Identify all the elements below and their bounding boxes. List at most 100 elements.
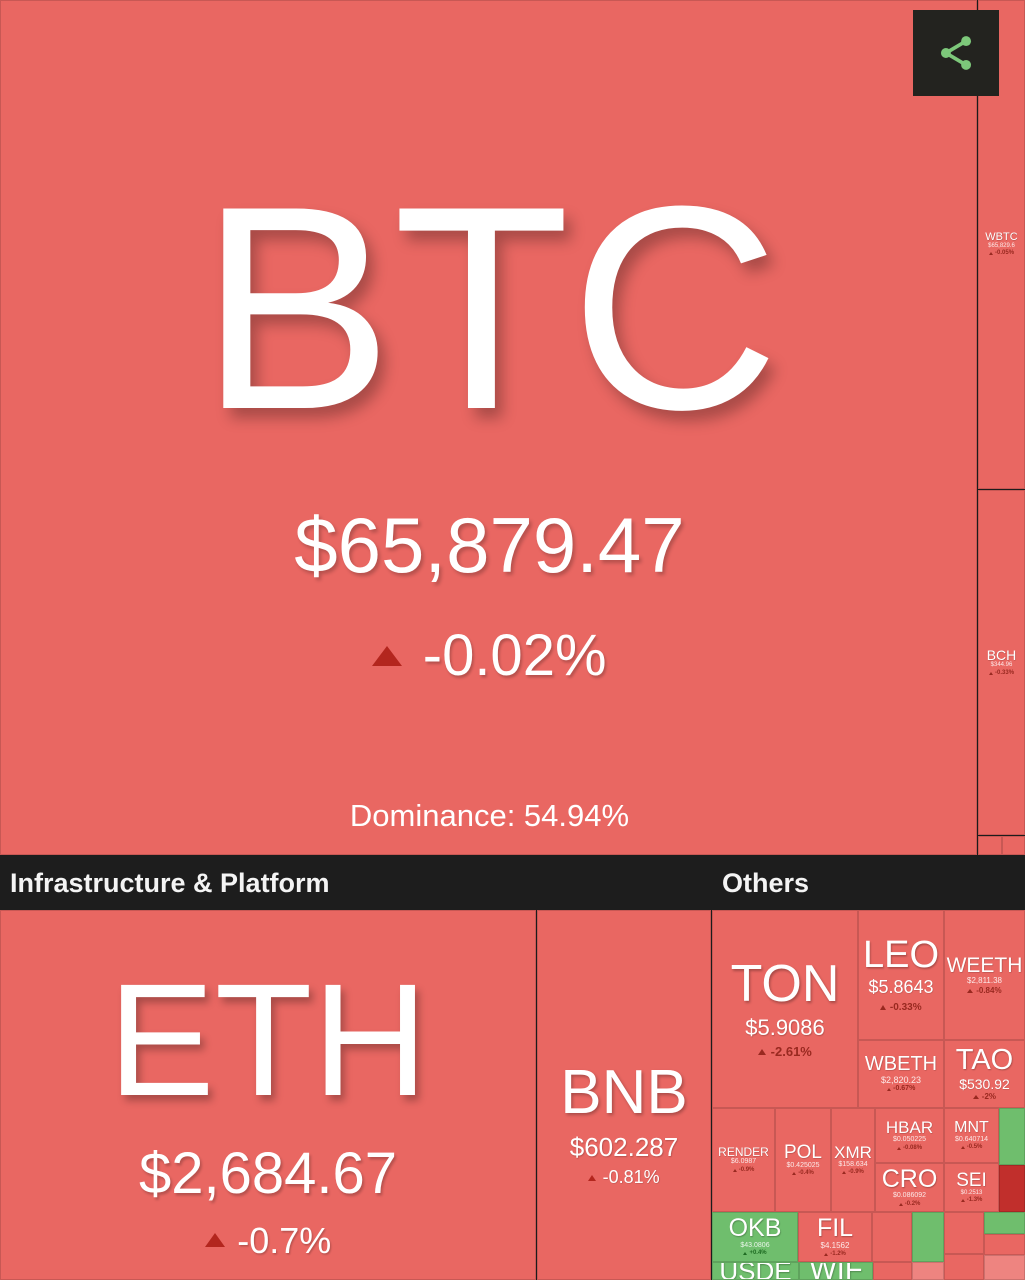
coin-symbol: WBETH: [864, 1053, 938, 1076]
coin-price: $158.634: [838, 1160, 868, 1168]
coin-symbol: ETH: [108, 950, 428, 1130]
coin-price: $602.287: [569, 1132, 679, 1163]
mosaic-tile[interactable]: [1002, 836, 1025, 855]
coin-change: -2.61%: [758, 1044, 812, 1060]
tile-render[interactable]: RENDER $6.0987 -0.9%: [712, 1108, 775, 1212]
coin-price: $2,811.38: [967, 976, 1002, 986]
coin-price: $0.2513: [960, 1190, 983, 1196]
coin-change: -0.5%: [960, 1144, 982, 1151]
coin-symbol: LEO: [862, 934, 940, 977]
coin-symbol: TON: [730, 954, 840, 1013]
coin-change: -0.33%: [880, 1002, 922, 1014]
coin-change: -2%: [972, 1092, 996, 1102]
coin-symbol: XMR: [834, 1142, 872, 1162]
coin-price: $0.086092: [892, 1192, 927, 1200]
coin-price: $43.0806: [740, 1241, 770, 1249]
coin-symbol: BCH: [986, 647, 1017, 664]
coin-change: -0.08%: [896, 1145, 922, 1152]
coin-price: $344.96: [990, 662, 1013, 669]
coin-change: -1.2%: [824, 1251, 846, 1258]
mosaic-tile[interactable]: [872, 1212, 912, 1262]
coin-price: $0.640714: [954, 1135, 989, 1143]
tile-usde[interactable]: USDE: [712, 1262, 799, 1280]
tile-cro[interactable]: CRO $0.086092 -0.2%: [875, 1163, 944, 1212]
mosaic-tile[interactable]: [999, 1108, 1025, 1165]
tile-tao[interactable]: TAO $530.92 -2%: [944, 1040, 1025, 1108]
up-triangle-icon: [880, 1005, 887, 1011]
tile-hbar[interactable]: HBAR $0.050225 -0.08%: [875, 1108, 944, 1163]
coin-price: $4.1562: [820, 1241, 850, 1251]
up-triangle-icon: [988, 671, 993, 675]
coin-symbol: TAO: [955, 1044, 1014, 1077]
tile-eth[interactable]: ETH $2,684.67 -0.7%: [0, 910, 536, 1280]
up-triangle-icon: [898, 1202, 903, 1206]
share-button[interactable]: [913, 10, 999, 96]
up-triangle-icon: [824, 1253, 829, 1257]
coin-price: $5.9086: [745, 1015, 825, 1041]
tile-btc[interactable]: BTC $65,879.47 -0.02% Dominance: 54.94%: [0, 0, 977, 855]
coin-change: -0.02%: [1, 621, 976, 691]
up-triangle-icon: [960, 1199, 965, 1203]
coin-price: $0.425025: [786, 1161, 820, 1169]
tile-leo[interactable]: LEO $5.8643 -0.33%: [858, 910, 944, 1040]
tile-fil[interactable]: FIL $4.1562 -1.2%: [798, 1212, 872, 1262]
up-triangle-icon: [588, 1175, 597, 1182]
tile-bnb[interactable]: BNB $602.287 -0.81%: [537, 910, 711, 1280]
mosaic-tile[interactable]: [984, 1255, 1025, 1280]
coin-symbol: CRO: [881, 1164, 938, 1193]
btc-dominance-label: Dominance: 54.94%: [349, 798, 630, 833]
coin-change: -0.4%: [792, 1170, 814, 1177]
coin-change: -0.9%: [842, 1169, 864, 1176]
tile-wbeth[interactable]: WBETH $2,820.23 -0.67%: [858, 1040, 944, 1108]
tile-pol[interactable]: POL $0.425025 -0.4%: [775, 1108, 831, 1212]
coin-symbol: BTC: [199, 146, 780, 470]
mosaic-tile[interactable]: [912, 1262, 944, 1280]
coin-symbol: OKB: [728, 1214, 782, 1243]
coin-symbol: SEI: [956, 1169, 987, 1191]
mosaic-tile[interactable]: [984, 1234, 1025, 1255]
coin-symbol: USDE: [719, 1262, 792, 1280]
coin-change: -1.3%: [960, 1197, 982, 1204]
mosaic-tile[interactable]: [944, 1254, 984, 1280]
tile-ton[interactable]: TON $5.9086 -2.61%: [712, 910, 858, 1108]
tile-xmr[interactable]: XMR $158.634 -0.9%: [831, 1108, 875, 1212]
up-triangle-icon: [896, 1146, 901, 1150]
coin-change: -0.81%: [588, 1167, 660, 1189]
coin-symbol: BNB: [560, 1057, 688, 1127]
tile-bch[interactable]: BCH $344.96 -0.33%: [978, 490, 1025, 835]
tile-wif[interactable]: WIF: [799, 1262, 873, 1280]
up-triangle-icon: [732, 1168, 737, 1172]
tile-weeth[interactable]: WEETH $2,811.38 -0.84%: [944, 910, 1025, 1040]
up-triangle-icon: [758, 1049, 767, 1056]
section-title-infrastructure: Infrastructure & Platform: [10, 868, 330, 898]
mosaic-tile[interactable]: [944, 1212, 984, 1254]
up-triangle-icon: [972, 1095, 979, 1100]
mosaic-tile[interactable]: [984, 1212, 1025, 1234]
tile-okb[interactable]: OKB $43.0806 +0.4%: [712, 1212, 798, 1262]
coin-price: $2,684.67: [138, 1141, 398, 1207]
mosaic-tile[interactable]: [978, 836, 1002, 855]
coin-price: $0.050225: [892, 1136, 927, 1144]
coin-symbol: WIF: [809, 1262, 863, 1280]
coin-change: -0.7%: [204, 1219, 331, 1262]
share-icon: [940, 36, 972, 70]
coin-symbol: HBAR: [885, 1118, 934, 1138]
up-triangle-icon: [967, 988, 974, 993]
up-triangle-icon: [204, 1233, 225, 1248]
up-triangle-icon: [842, 1171, 847, 1175]
up-triangle-icon: [960, 1146, 965, 1150]
coin-price: $65,879.47: [294, 501, 685, 589]
coin-symbol: POL: [783, 1141, 823, 1163]
coin-symbol: RENDER: [718, 1145, 769, 1160]
coin-price: $530.92: [959, 1075, 1010, 1092]
mosaic-tile[interactable]: [999, 1165, 1025, 1212]
up-triangle-icon: [886, 1088, 891, 1092]
coin-change: -0.33%: [988, 670, 1014, 677]
tile-sei[interactable]: SEI $0.2513 -1.3%: [944, 1163, 999, 1212]
tile-mnt[interactable]: MNT $0.640714 -0.5%: [944, 1108, 999, 1163]
mosaic-tile[interactable]: [873, 1262, 912, 1280]
coin-change: -0.05%: [988, 250, 1014, 257]
coin-change: +0.4%: [743, 1250, 767, 1257]
mosaic-tile[interactable]: [912, 1212, 944, 1262]
